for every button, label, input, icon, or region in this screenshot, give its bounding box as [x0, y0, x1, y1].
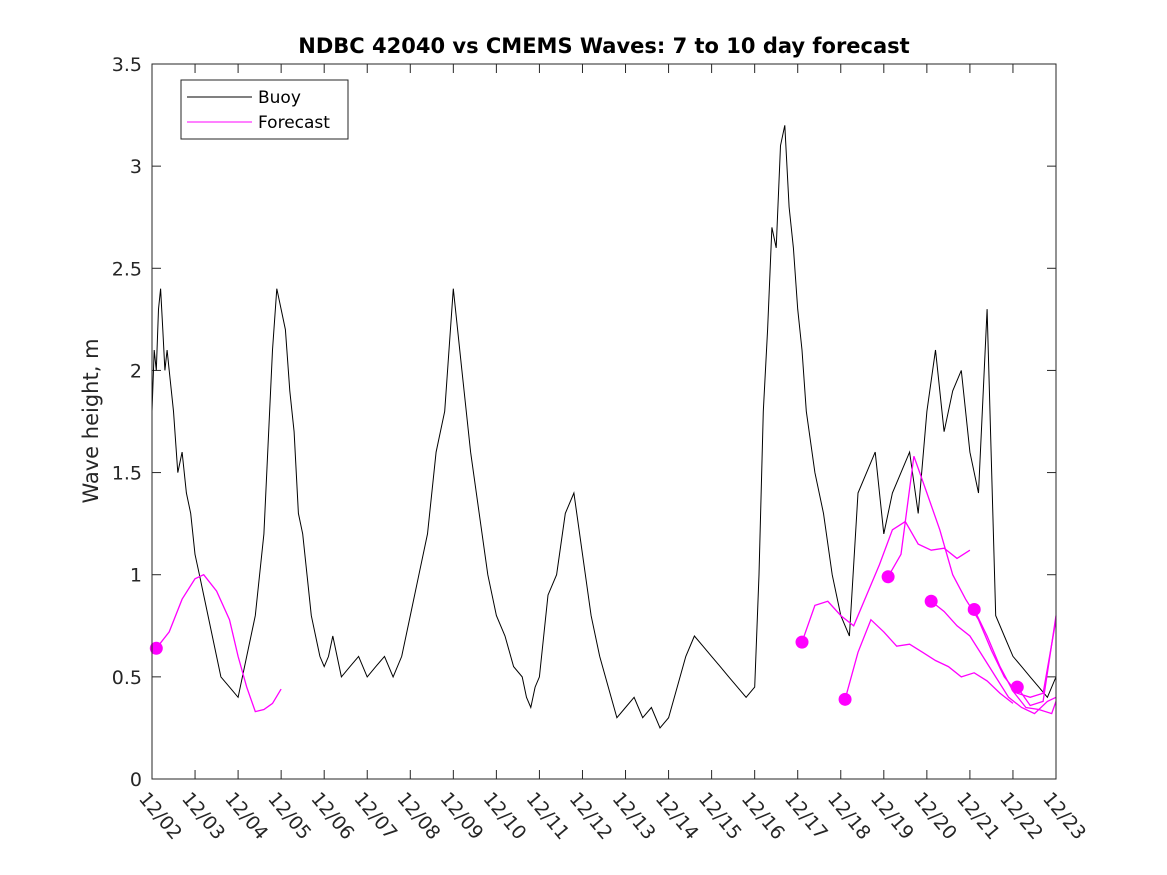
forecast-line — [1016, 615, 1057, 707]
forecast-line — [155, 573, 282, 713]
forecast-start-marker — [924, 594, 938, 608]
legend: Buoy Forecast — [180, 79, 349, 140]
y-tick-label: 0.5 — [112, 667, 142, 689]
forecast-start-marker — [795, 635, 809, 649]
forecast-series — [149, 455, 1057, 715]
y-axis-ticks: 0 0.5 1 1.5 2 2.5 3 3.5 — [112, 54, 1056, 791]
forecast-line — [844, 618, 1014, 704]
forecast-start-marker — [149, 641, 163, 655]
buoy-series — [151, 125, 1057, 729]
y-axis-label: Wave height, m — [79, 338, 103, 503]
y-tick-label: 0 — [130, 769, 142, 791]
forecast-start-marker — [838, 692, 852, 706]
y-tick-label: 3 — [130, 156, 142, 178]
legend-forecast-label: Forecast — [258, 113, 330, 133]
chart-title: NDBC 42040 vs CMEMS Waves: 7 to 10 day f… — [298, 34, 909, 58]
forecast-start-marker — [967, 602, 981, 616]
forecast-line — [801, 520, 971, 643]
y-tick-label: 1 — [130, 565, 142, 587]
forecast-line — [973, 609, 1057, 715]
y-tick-label: 1.5 — [112, 463, 142, 485]
plot-frame — [151, 63, 1057, 780]
y-tick-label: 3.5 — [112, 54, 142, 76]
legend-box — [180, 79, 349, 140]
buoy-line — [151, 125, 1057, 729]
y-tick-label: 2.5 — [112, 258, 142, 280]
forecast-start-marker — [1010, 680, 1024, 694]
legend-buoy-label: Buoy — [258, 88, 301, 108]
forecast-start-marker — [881, 570, 895, 584]
y-tick-label: 2 — [130, 360, 142, 382]
plot-area — [152, 64, 1056, 779]
